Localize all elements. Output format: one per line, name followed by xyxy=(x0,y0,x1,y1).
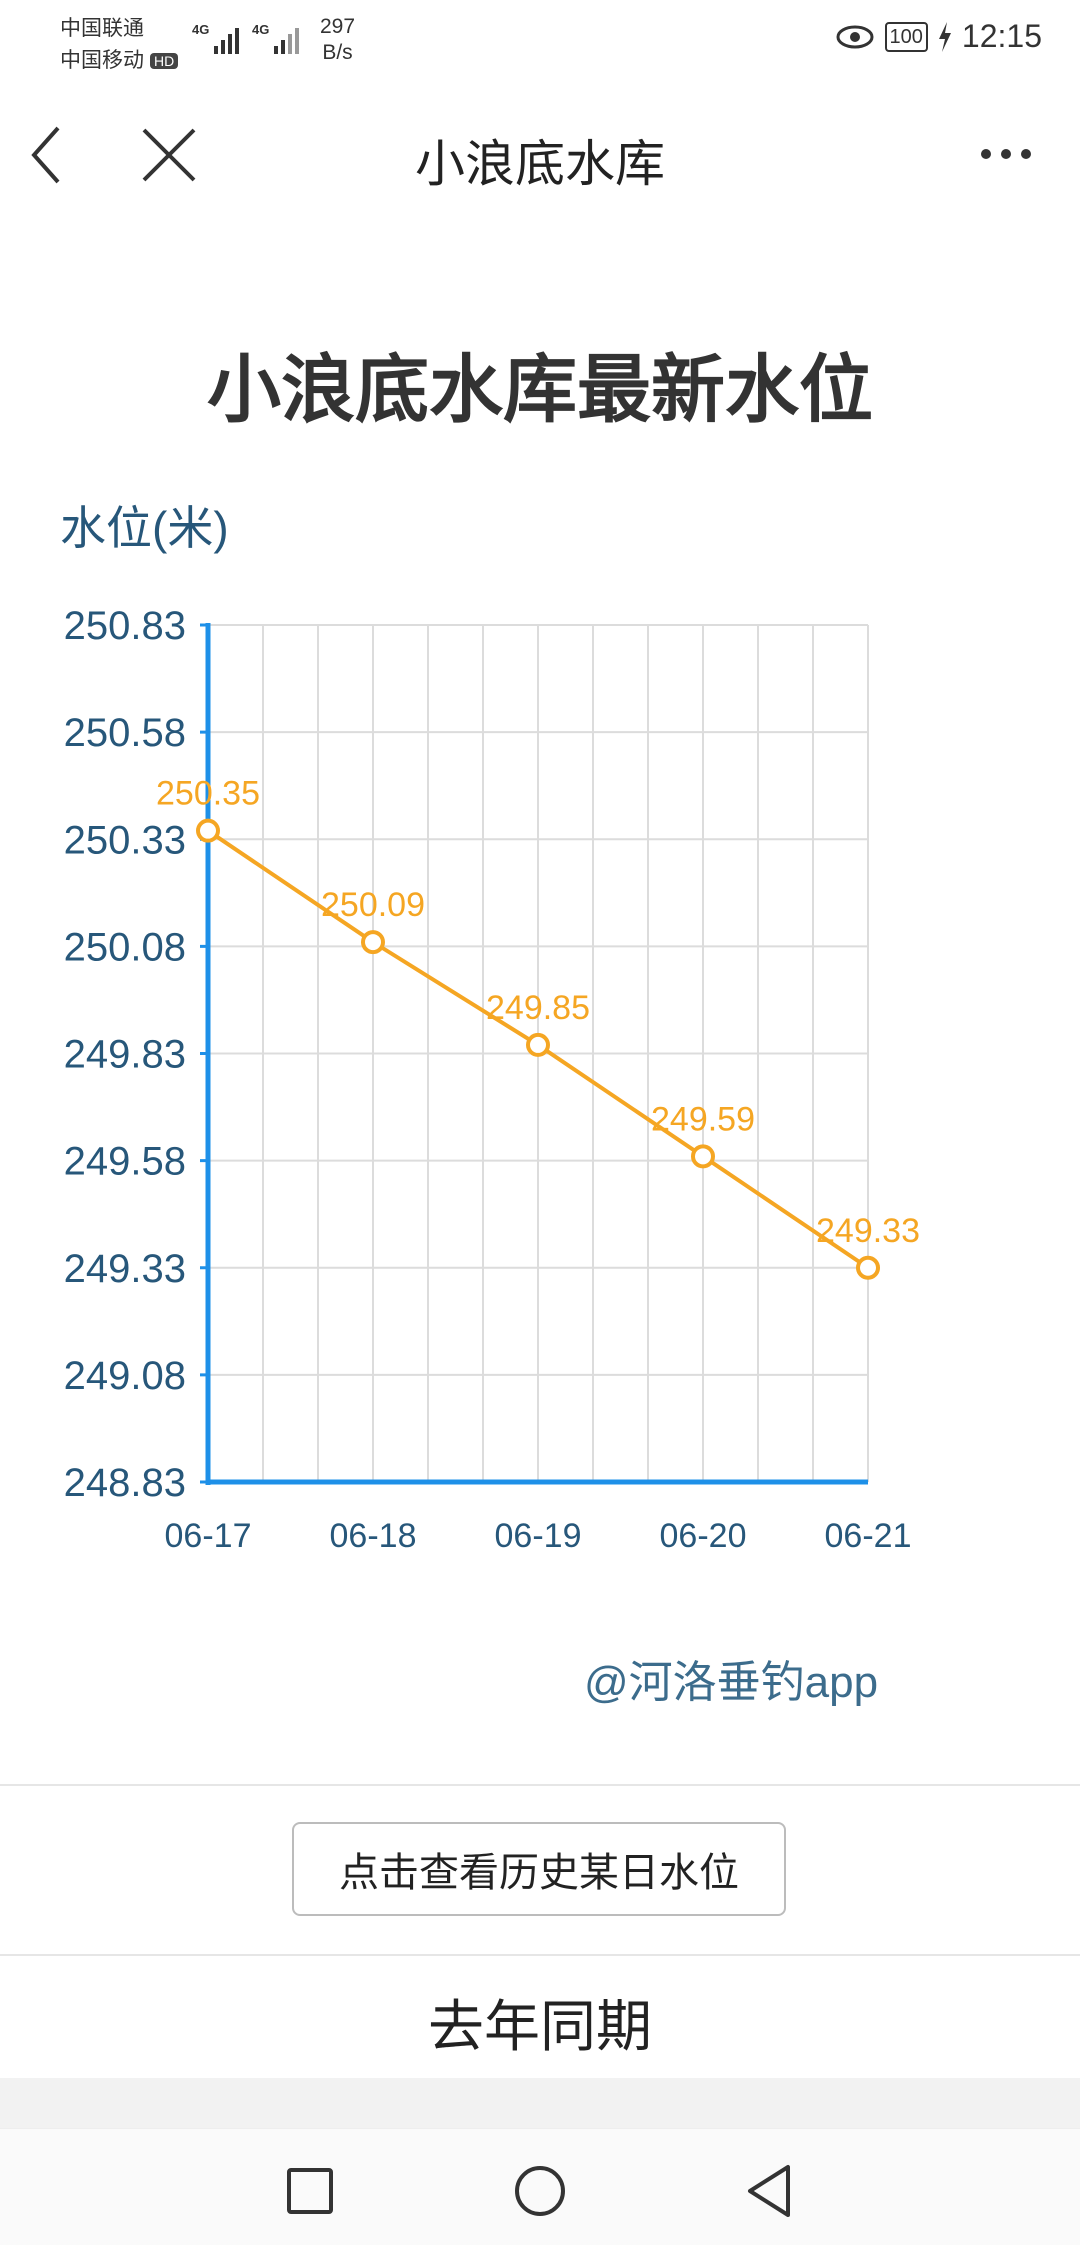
history-level-button[interactable]: 点击查看历史某日水位 xyxy=(292,1822,786,1916)
y-tick-label: 249.83 xyxy=(64,1033,186,1077)
x-tick-label: 06-19 xyxy=(495,1517,582,1555)
home-icon[interactable] xyxy=(510,2161,570,2221)
x-tick-label: 06-20 xyxy=(660,1517,747,1555)
y-axis-label: 水位(米) xyxy=(60,502,229,554)
data-point xyxy=(691,1144,715,1169)
divider xyxy=(0,1954,1080,1956)
hd-badge: HD xyxy=(150,53,179,70)
chart-title: 小浪底水库最新水位 xyxy=(207,348,873,431)
back-icon[interactable] xyxy=(28,120,88,190)
clock: 12:15 xyxy=(961,18,1042,54)
data-point xyxy=(361,930,385,955)
y-tick-label: 250.58 xyxy=(64,711,186,755)
carrier-2-name: 中国移动 xyxy=(60,49,144,72)
data-label: 249.59 xyxy=(651,1100,755,1138)
close-icon[interactable] xyxy=(136,122,202,188)
x-tick-label: 06-17 xyxy=(165,1517,252,1555)
charging-icon xyxy=(938,21,951,52)
y-tick-label: 250.08 xyxy=(64,925,186,969)
back-nav-icon[interactable] xyxy=(740,2161,800,2221)
nav-bar: 小浪底水库 xyxy=(0,80,1080,230)
carrier-1-label: 中国联通 xyxy=(60,17,144,40)
data-point xyxy=(196,818,220,843)
data-label: 249.33 xyxy=(816,1212,920,1250)
y-tick-label: 249.58 xyxy=(64,1140,186,1184)
last-year-title: 去年同期 xyxy=(428,1995,652,2058)
y-tick-label: 250.83 xyxy=(64,604,186,648)
page-title: 小浪底水库 xyxy=(415,136,665,192)
y-tick-label: 248.83 xyxy=(64,1461,186,1505)
signal-2-label: 4G xyxy=(252,22,270,37)
status-right: 100 12:15 xyxy=(835,18,1042,55)
x-tick-label: 06-21 xyxy=(825,1517,912,1555)
data-point xyxy=(856,1255,880,1280)
system-nav-bar xyxy=(0,2128,1080,2245)
status-bar: 中国联通 中国移动 HD 4G 4G 297 B/s 100 12:15 xyxy=(0,0,1080,80)
more-icon[interactable] xyxy=(978,142,1034,166)
net-speed-unit: B/s xyxy=(322,41,353,64)
watermark: @河洛垂钓app xyxy=(584,1658,879,1707)
divider xyxy=(0,1784,1080,1786)
recent-apps-icon[interactable] xyxy=(280,2161,340,2221)
y-tick-label: 250.33 xyxy=(64,818,186,862)
eye-icon xyxy=(836,25,874,48)
y-tick-label: 249.33 xyxy=(64,1247,186,1291)
data-label: 250.35 xyxy=(156,775,260,813)
data-point xyxy=(526,1032,550,1057)
y-tick-label: 249.08 xyxy=(64,1354,186,1398)
carrier-2-label: 中国移动 HD xyxy=(60,44,179,74)
x-tick-label: 06-18 xyxy=(330,1517,417,1555)
data-label: 250.09 xyxy=(321,886,425,924)
signal-1-label: 4G xyxy=(192,22,210,37)
battery-level: 100 xyxy=(884,21,928,52)
net-speed: 297 B/s xyxy=(320,14,355,66)
water-level-chart: 250.83 250.58 250.33 250.08 249.83 249.58 249.… xyxy=(64,604,920,1555)
net-speed-value: 297 xyxy=(320,15,356,38)
data-label: 249.85 xyxy=(486,989,590,1027)
